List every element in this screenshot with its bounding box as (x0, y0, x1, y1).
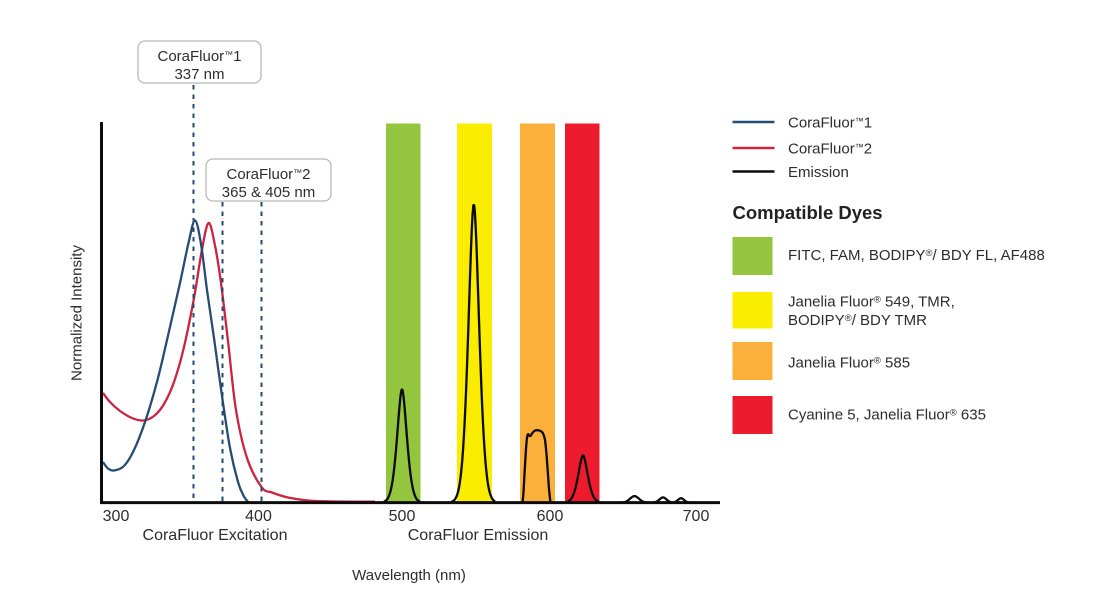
svg-text:337 nm: 337 nm (174, 66, 224, 83)
svg-text:Janelia Fluor®​ 549, TMR,: Janelia Fluor®​ 549, TMR, (788, 294, 955, 311)
svg-text:BODIPY®​/ BDY TMR: BODIPY®​/ BDY TMR (788, 312, 927, 329)
svg-text:FITC, FAM, BODIPY®​/ BDY FL, A: FITC, FAM, BODIPY®​/ BDY FL, AF488 (788, 247, 1045, 264)
svg-text:400: 400 (245, 508, 272, 525)
svg-text:500: 500 (389, 508, 416, 525)
svg-text:CoraFluor Excitation: CoraFluor Excitation (143, 527, 288, 544)
svg-text:300: 300 (103, 508, 130, 525)
svg-text:CoraFluor™​2: CoraFluor™​2 (788, 140, 872, 157)
svg-text:365 & 405 nm: 365 & 405 nm (222, 184, 315, 201)
svg-text:CoraFluor Emission: CoraFluor Emission (408, 527, 548, 544)
svg-text:Cyanine 5, Janelia Fluor®​ 635: Cyanine 5, Janelia Fluor®​ 635 (788, 406, 986, 423)
svg-text:CoraFluor™​1: CoraFluor™​1 (157, 48, 241, 65)
svg-text:Janelia Fluor®​ 585: Janelia Fluor®​ 585 (788, 354, 910, 371)
svg-text:Wavelength (nm): Wavelength (nm) (352, 567, 466, 584)
svg-text:600: 600 (537, 508, 564, 525)
svg-text:Compatible Dyes: Compatible Dyes (733, 202, 883, 223)
svg-text:CoraFluor™​2: CoraFluor™​2 (226, 166, 310, 183)
svg-text:Normalized Intensity: Normalized Intensity (69, 245, 86, 381)
svg-text:Emission: Emission (788, 164, 849, 181)
svg-text:700: 700 (683, 508, 710, 525)
svg-text:CoraFluor™​1: CoraFluor™​1 (788, 114, 872, 131)
